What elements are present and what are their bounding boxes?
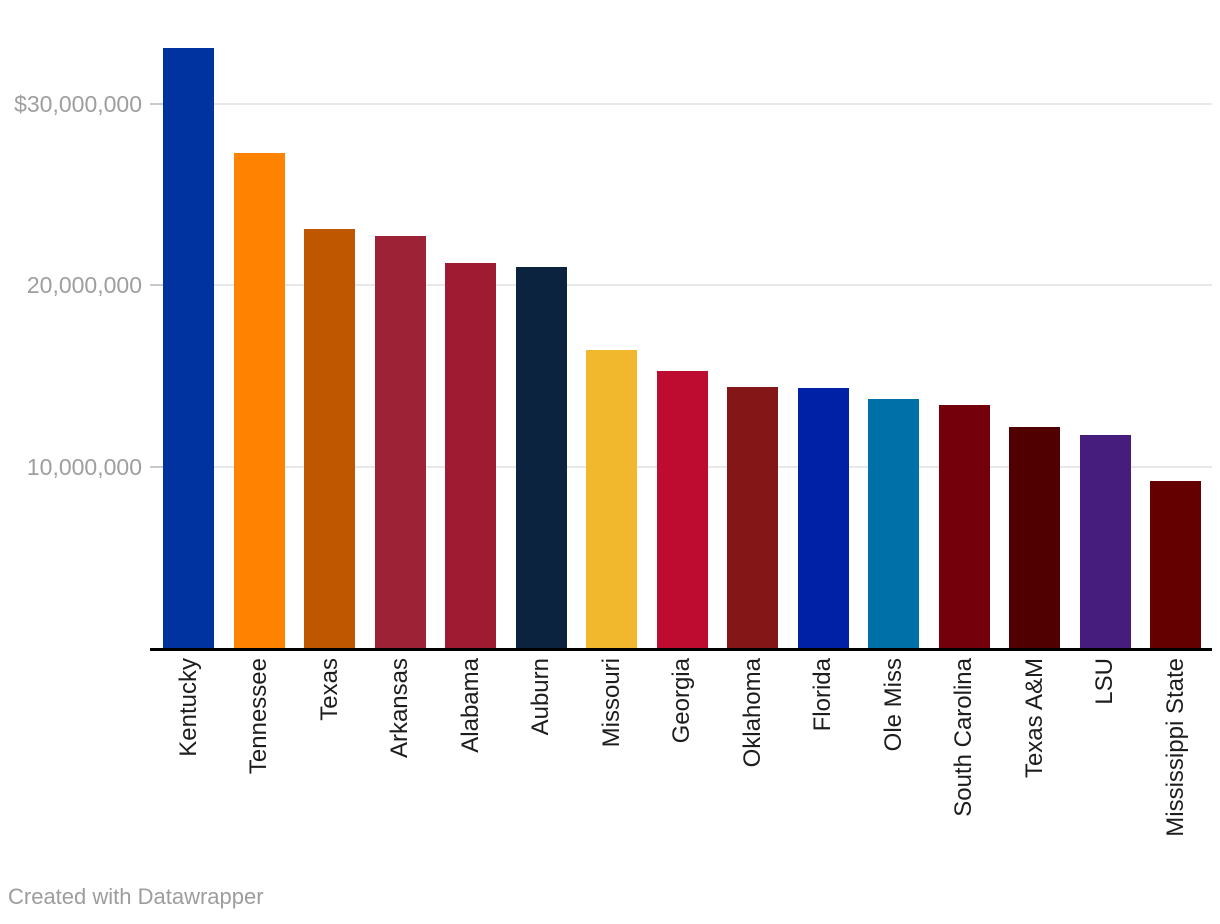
x-tick-label: Ole Miss [879, 658, 907, 752]
bar-arkansas[interactable] [374, 236, 426, 648]
bar-missouri[interactable] [586, 349, 637, 648]
x-tick-label: Auburn [527, 658, 554, 736]
x-tick-label: Missouri [597, 658, 625, 748]
datawrapper-credit[interactable]: Created with Datawrapper [8, 884, 264, 909]
bar-ole-miss[interactable] [868, 398, 919, 648]
x-axis-line [150, 648, 1212, 651]
x-tick-label: Georgia [668, 658, 695, 744]
x-tick-label: Tennessee [245, 658, 272, 775]
bar-auburn[interactable] [515, 267, 567, 648]
x-tick-label: South Carolina [950, 658, 977, 817]
y-axis-tick [150, 465, 164, 468]
x-tick-label: LSU [1091, 658, 1118, 705]
bar-oklahoma[interactable] [727, 386, 778, 648]
x-tick-label: Texas [315, 658, 343, 721]
gridline [150, 284, 1212, 287]
y-tick-label: $30,000,000 [14, 91, 142, 118]
bar-texas-a-m[interactable] [1009, 426, 1060, 648]
x-tick-label: Texas A&M [1020, 658, 1048, 779]
y-tick-label: 10,000,000 [26, 453, 142, 480]
bar-lsu[interactable] [1079, 434, 1131, 648]
y-axis-tick [150, 284, 164, 287]
x-tick-label: Kentucky [174, 658, 202, 757]
bar-mississippi-state[interactable] [1150, 481, 1201, 648]
x-tick-label: Florida [809, 658, 836, 732]
y-tick-label: 20,000,000 [26, 272, 142, 299]
x-tick-label: Mississippi State [1161, 658, 1189, 837]
bar-florida[interactable] [797, 387, 849, 648]
bar-georgia[interactable] [656, 370, 708, 648]
bar-tennessee[interactable] [233, 153, 285, 648]
bar-texas[interactable] [304, 229, 355, 648]
x-tick-label: Alabama [456, 658, 484, 753]
y-axis-tick [150, 103, 164, 106]
gridline [150, 103, 1212, 106]
x-tick-label: Arkansas [386, 658, 413, 759]
x-tick-label: Oklahoma [738, 658, 766, 768]
bar-kentucky[interactable] [163, 47, 214, 648]
bar-south-carolina[interactable] [938, 405, 990, 648]
bar-alabama[interactable] [445, 262, 496, 648]
